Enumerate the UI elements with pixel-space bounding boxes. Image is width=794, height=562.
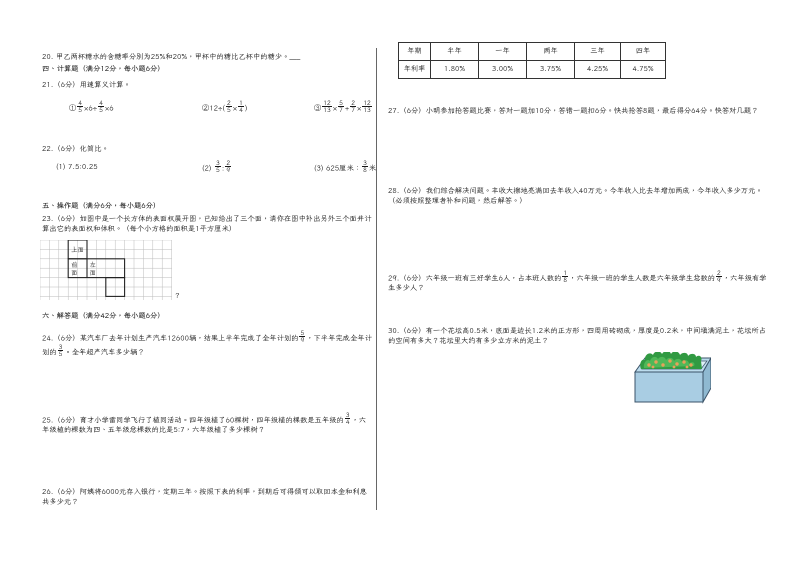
svg-text:面: 面 <box>71 268 78 277</box>
svg-text:上面: 上面 <box>71 245 84 254</box>
svg-text:面: 面 <box>90 268 97 277</box>
